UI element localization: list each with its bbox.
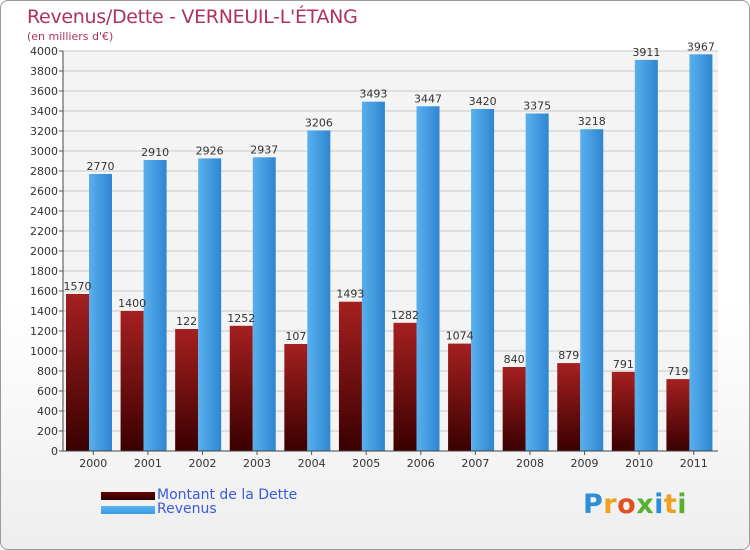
y-tick-label: 1600 (30, 285, 58, 298)
data-label-debt: 122 (176, 315, 197, 328)
data-label-revenue: 3493 (359, 88, 387, 101)
data-label-debt: 1074 (446, 330, 474, 343)
bar-debt (229, 325, 253, 451)
y-tick-label: 200 (37, 425, 58, 438)
bar-revenue (634, 59, 658, 452)
bar-debt (393, 322, 417, 451)
bar-revenue (361, 101, 385, 451)
y-tick-label: 3200 (30, 125, 58, 138)
bar-revenue (307, 130, 331, 451)
y-tick-label: 4000 (30, 45, 58, 58)
data-label-revenue: 3218 (578, 115, 606, 128)
chart-title: Revenus/Dette - VERNEUIL-L'ÉTANG (27, 6, 358, 28)
bar-debt (175, 329, 199, 451)
bar-debt (557, 363, 581, 451)
y-tick-label: 800 (37, 365, 58, 378)
bar-debt (120, 311, 144, 451)
y-tick-label: 1800 (30, 265, 58, 278)
y-tick-label: 2800 (30, 165, 58, 178)
bar-revenue (252, 157, 276, 452)
bar-debt (666, 379, 690, 451)
y-tick-label: 2600 (30, 185, 58, 198)
y-tick-label: 600 (37, 385, 58, 398)
chart-subtitle: (en milliers d'€) (27, 30, 114, 43)
data-label-debt: 791 (613, 358, 634, 371)
data-label-debt: 1252 (227, 312, 255, 325)
y-tick-label: 1200 (30, 325, 58, 338)
y-tick-label: 3000 (30, 145, 58, 158)
data-label-revenue: 3911 (632, 46, 660, 59)
data-label-revenue: 2910 (141, 146, 169, 159)
x-tick-label: 2010 (625, 457, 653, 470)
proxiti-logo[interactable]: Proxiti (583, 489, 688, 520)
x-tick-label: 2000 (79, 457, 107, 470)
bar-debt (448, 343, 472, 451)
data-label-revenue: 2937 (250, 143, 278, 156)
y-tick-label: 3400 (30, 105, 58, 118)
y-tick-label: 3600 (30, 85, 58, 98)
data-label-debt: 1400 (118, 297, 146, 310)
bar-revenue (143, 160, 167, 451)
bar-revenue (89, 174, 112, 451)
x-tick-label: 2001 (134, 457, 162, 470)
bar-revenue (198, 158, 222, 451)
legend-swatch-revenue (101, 506, 155, 514)
y-tick-label: 2000 (30, 245, 58, 258)
y-tick-label: 0 (51, 445, 58, 458)
x-tick-label: 2011 (680, 457, 708, 470)
legend-swatch-debt (101, 492, 155, 500)
y-tick-label: 2200 (30, 225, 58, 238)
bar-revenue (689, 54, 713, 452)
bar-debt (284, 344, 308, 451)
x-tick-label: 2007 (461, 457, 489, 470)
bar-debt (502, 367, 526, 451)
data-label-revenue: 3420 (469, 95, 497, 108)
bar-revenue (580, 129, 604, 451)
x-tick-label: 2003 (243, 457, 271, 470)
bar-revenue (525, 113, 549, 451)
data-label-revenue: 3447 (414, 92, 442, 105)
y-tick-label: 2400 (30, 205, 58, 218)
y-tick-label: 400 (37, 405, 58, 418)
x-tick-label: 2005 (352, 457, 380, 470)
y-tick-label: 1000 (30, 345, 58, 358)
data-label-debt: 1570 (64, 280, 92, 293)
y-tick-label: 1400 (30, 305, 58, 318)
x-tick-label: 2002 (188, 457, 216, 470)
data-label-debt: 879 (558, 349, 579, 362)
data-label-debt: 1493 (336, 288, 364, 301)
data-label-revenue: 2926 (196, 144, 224, 157)
x-tick-label: 2008 (516, 457, 544, 470)
data-label-debt: 1282 (391, 309, 419, 322)
legend-label-debt: Montant de la Dette (157, 487, 298, 503)
data-label-revenue: 3967 (687, 40, 715, 53)
bar-revenue (471, 109, 495, 451)
legend-label-revenue: Revenus (157, 501, 217, 517)
data-label-debt: 107 (285, 330, 306, 343)
x-tick-label: 2004 (298, 457, 326, 470)
bar-revenue (416, 106, 440, 452)
data-label-debt: 719 (667, 365, 688, 378)
bar-debt (66, 294, 89, 451)
x-tick-label: 2006 (407, 457, 435, 470)
y-tick-label: 3800 (30, 65, 58, 78)
x-tick-label: 2009 (571, 457, 599, 470)
data-label-revenue: 3206 (305, 116, 333, 129)
data-label-revenue: 2770 (87, 160, 115, 173)
bar-debt (338, 301, 362, 451)
bar-debt (611, 371, 635, 451)
data-label-debt: 840 (504, 353, 525, 366)
data-label-revenue: 3375 (523, 100, 551, 113)
